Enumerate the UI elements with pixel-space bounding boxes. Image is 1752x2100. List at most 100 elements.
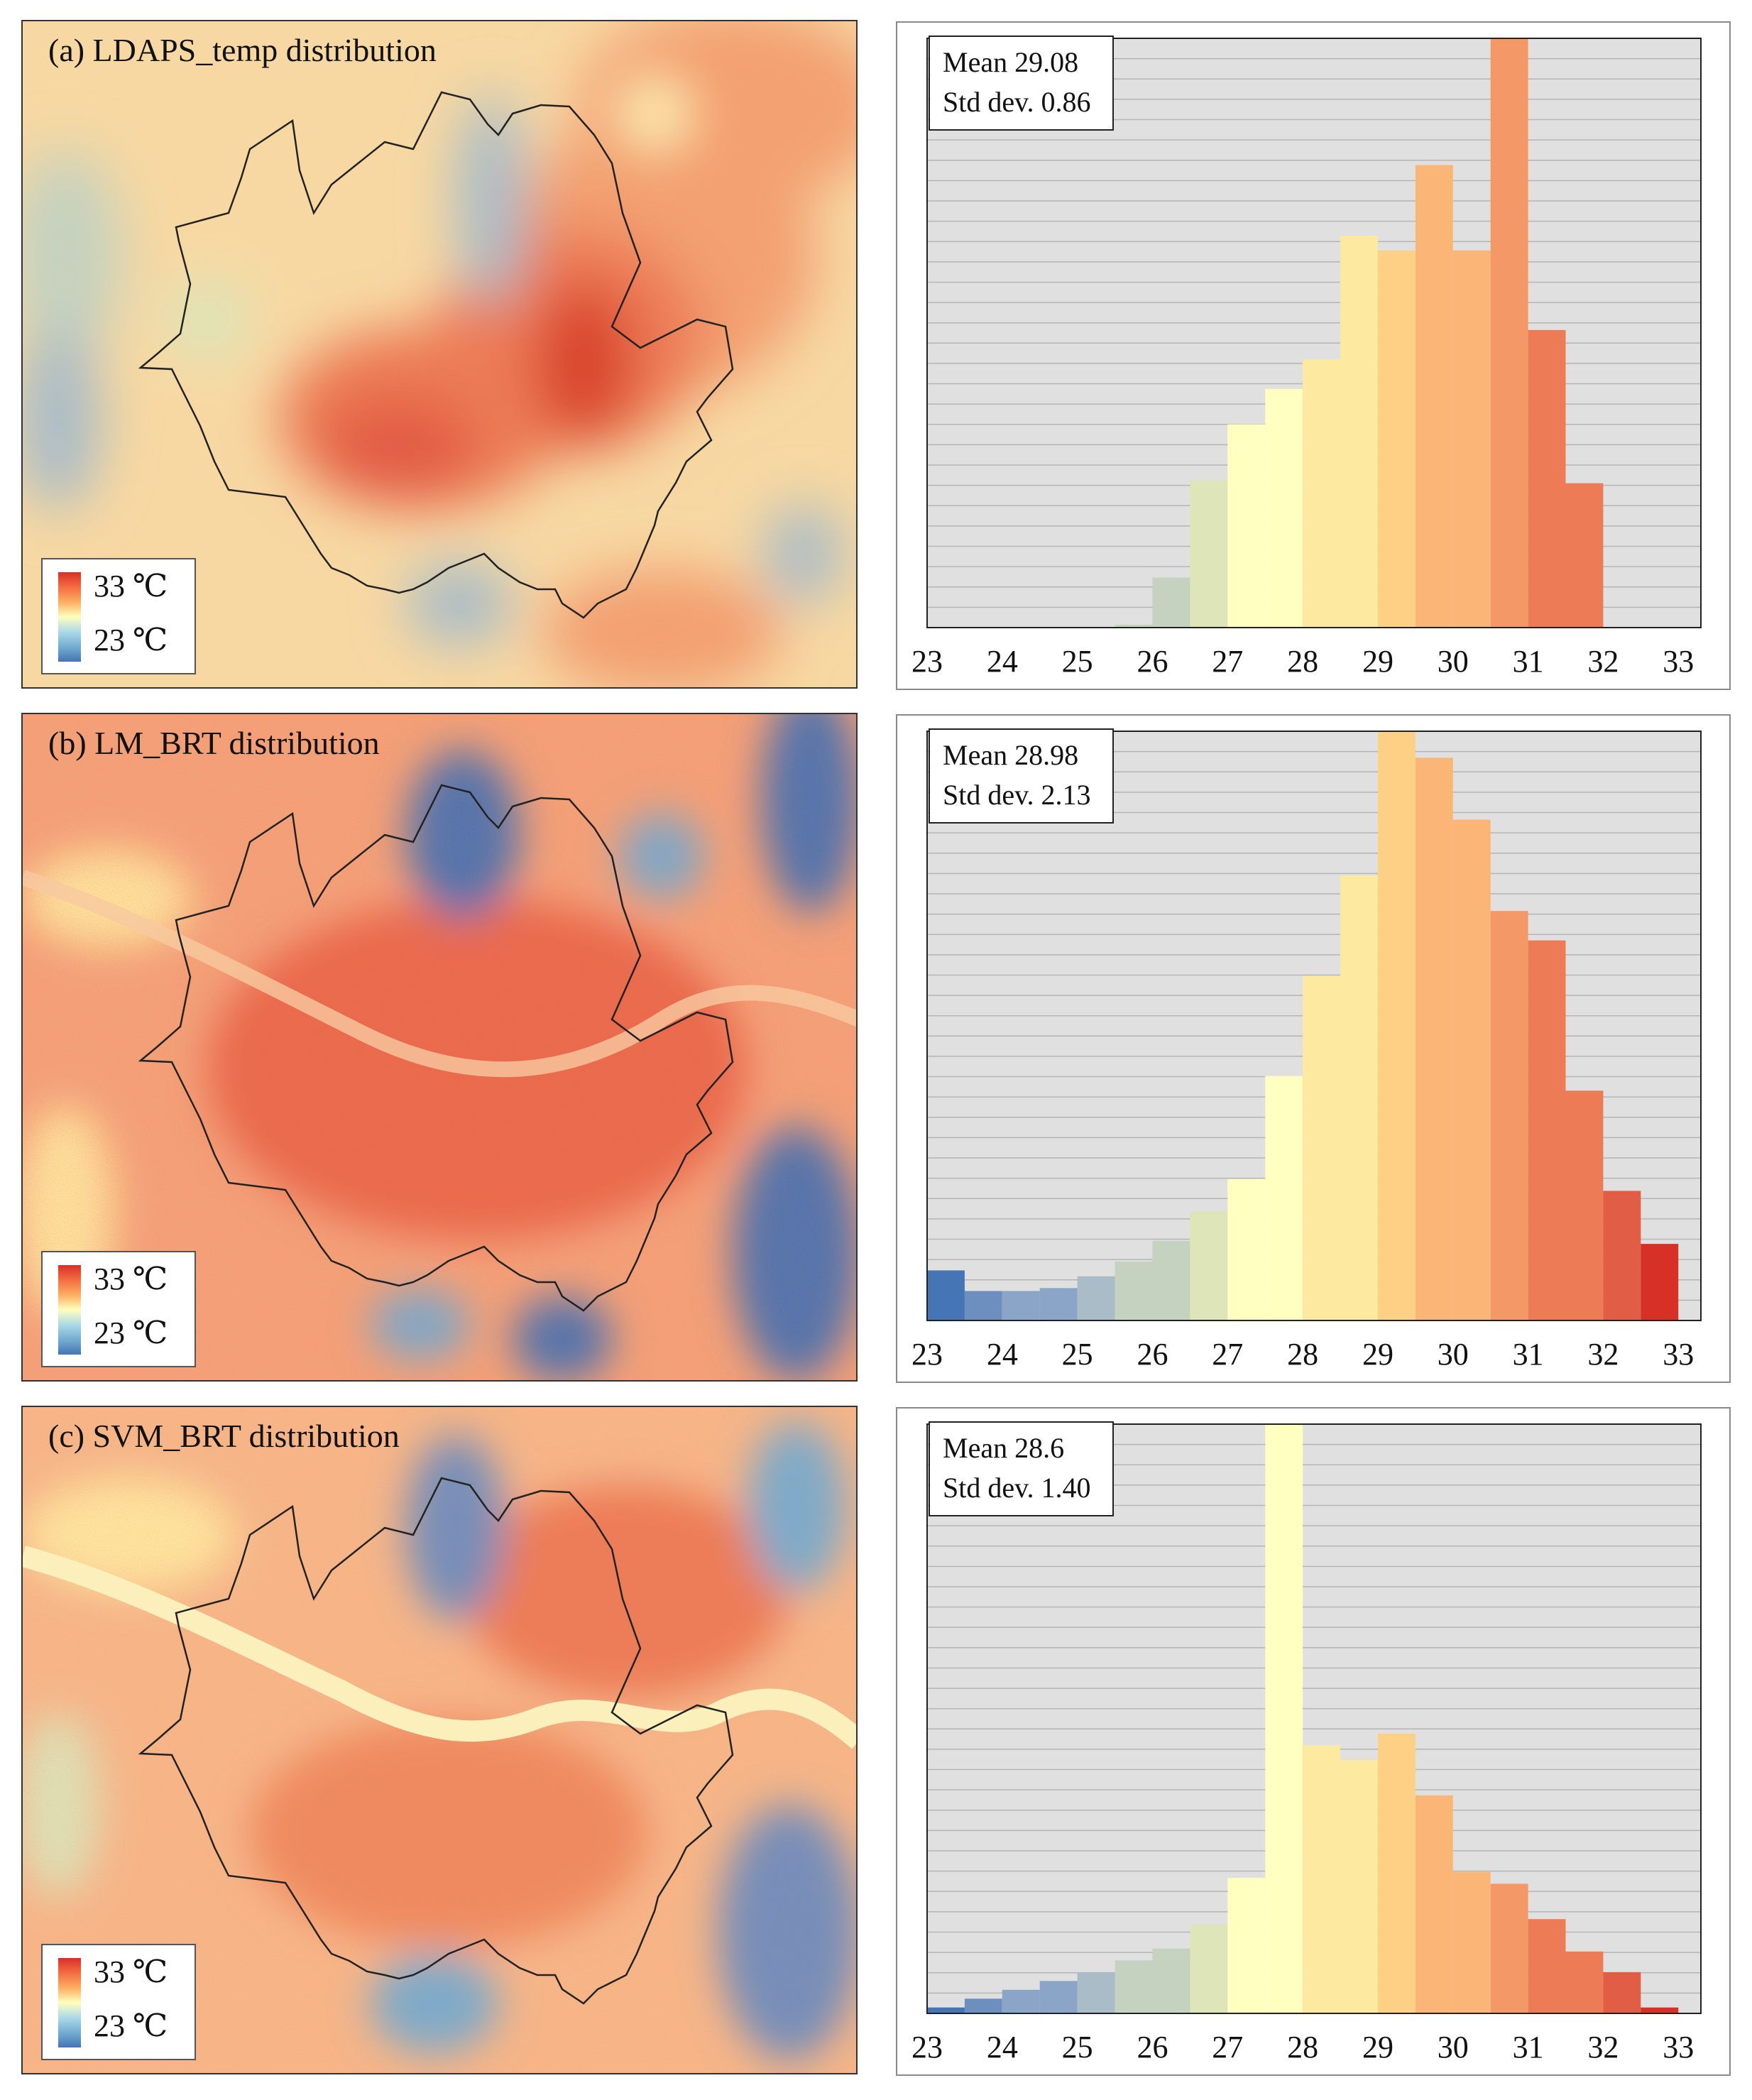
x-tick-label: 31 — [1513, 1337, 1544, 1372]
histogram-bar — [1565, 1090, 1604, 1320]
histogram-bar — [964, 1291, 1002, 1320]
histogram-bar — [1528, 1919, 1566, 2013]
histogram-bar — [1227, 1878, 1266, 2013]
histogram-bar — [1077, 1276, 1115, 1320]
stats-box-b: Mean 28.98 Std dev. 2.13 — [929, 728, 1114, 824]
x-tick-label: 25 — [1062, 644, 1093, 679]
plot-frame — [926, 1423, 1702, 2014]
histogram-bar — [1115, 1960, 1153, 2013]
histogram-bar — [1039, 1981, 1078, 2013]
histogram-bar — [1190, 1925, 1228, 2013]
color-legend-c: 33 ℃ 23 ℃ — [41, 1944, 196, 2060]
mean-label: Mean 29.08 — [943, 46, 1079, 78]
x-tick-label: 26 — [1137, 2030, 1168, 2065]
histogram-bar — [1115, 624, 1153, 628]
histogram-bar — [1415, 1795, 1453, 2013]
histogram-bar — [1303, 359, 1341, 628]
histogram-panel-b: 23 24 25 26 27 28 29 30 31 32 33 Mean 28.98 Std de… — [896, 714, 1731, 1383]
std-dev-label: Std dev. 1.40 — [943, 1472, 1091, 1504]
histogram-bar — [1452, 819, 1491, 1320]
x-tick-label: 29 — [1362, 1337, 1394, 1372]
histogram-bar — [927, 1270, 965, 1320]
x-tick-label: 29 — [1362, 2030, 1394, 2065]
std-dev-label: Std dev. 0.86 — [943, 86, 1091, 118]
histogram-bar — [1303, 975, 1341, 1320]
histogram-bar — [1303, 1745, 1341, 2013]
histogram-bar — [1152, 1240, 1190, 1320]
legend-high-label: 33 ℃ — [94, 1954, 168, 1989]
histogram-bar — [1415, 165, 1453, 628]
legend-color-ramp — [58, 1265, 81, 1355]
histogram-bar — [1265, 388, 1303, 628]
histogram-bar — [1039, 1288, 1078, 1320]
histogram-bar — [1415, 758, 1453, 1320]
x-tick-label: 23 — [911, 644, 943, 679]
mean-label: Mean 28.98 — [943, 739, 1079, 771]
map-title-c: (c) SVM_BRT distribution — [48, 1418, 400, 1454]
x-tick-label: 32 — [1587, 644, 1619, 679]
x-tick-label: 33 — [1663, 2030, 1694, 2065]
histogram-bar — [1227, 424, 1266, 628]
histogram-bar — [927, 2007, 965, 2013]
x-tick-label: 25 — [1062, 1337, 1093, 1372]
x-tick-label: 23 — [911, 1337, 943, 1372]
histogram-bar — [1565, 1951, 1604, 2013]
mean-label: Mean 28.6 — [943, 1432, 1065, 1464]
x-tick-label: 30 — [1438, 644, 1469, 679]
legend-color-ramp — [58, 572, 81, 662]
map-title-a: (a) LDAPS_temp distribution — [48, 32, 437, 68]
x-tick-label: 30 — [1438, 2030, 1469, 2065]
histogram-a-plot: 23 24 25 26 27 28 29 30 31 32 33 — [911, 38, 1702, 679]
x-tick-label: 23 — [911, 2030, 943, 2065]
histogram-bar — [1490, 38, 1528, 628]
map-panel-b: (b) LM_BRT distribution 33 ℃ 23 ℃ — [21, 713, 858, 1382]
x-tick-label: 32 — [1587, 2030, 1619, 2065]
histogram-bar — [1377, 1733, 1416, 2013]
x-tick-label: 27 — [1212, 2030, 1243, 2065]
plot-frame — [926, 38, 1702, 628]
histogram-bar — [1490, 911, 1528, 1320]
map-panel-a: (a) LDAPS_temp distribution 33 ℃ 23 ℃ — [21, 20, 858, 689]
histogram-bar — [1565, 483, 1604, 628]
plot-frame — [926, 731, 1702, 1321]
histogram-bar — [1152, 577, 1190, 628]
histogram-bar — [1077, 1972, 1115, 2013]
histogram-bar — [1528, 940, 1566, 1320]
histogram-bar — [1002, 1291, 1040, 1320]
histogram-bar — [1115, 1262, 1153, 1320]
histogram-bar — [1641, 2007, 1679, 2013]
histogram-bar — [1227, 1178, 1266, 1320]
legend-low-label: 23 ℃ — [94, 623, 168, 657]
histogram-c-plot: 23 24 25 26 27 28 29 30 31 32 33 — [911, 1423, 1702, 2065]
histogram-bar — [1340, 236, 1378, 628]
x-tick-label: 33 — [1663, 1337, 1694, 1372]
x-tick-label: 32 — [1587, 1337, 1619, 1372]
x-tick-label: 24 — [987, 1337, 1018, 1372]
histogram-bar — [1641, 1244, 1679, 1320]
legend-color-ramp — [58, 1958, 81, 2047]
histogram-panel-a: 23 24 25 26 27 28 29 30 31 32 33 Mean 29.08 Std de… — [896, 21, 1731, 690]
legend-high-label: 33 ℃ — [94, 1262, 168, 1296]
x-tick-label: 31 — [1513, 2030, 1544, 2065]
x-tick-label: 30 — [1438, 1337, 1469, 1372]
histogram-bar — [1002, 1989, 1040, 2013]
map-a-raster — [23, 21, 856, 687]
x-tick-label: 28 — [1287, 644, 1318, 679]
x-tick-label: 27 — [1212, 1337, 1243, 1372]
histogram-bar — [1603, 1191, 1641, 1320]
histogram-bar — [1603, 1972, 1641, 2013]
x-tick-label: 33 — [1663, 644, 1694, 679]
color-legend-a: 33 ℃ 23 ℃ — [41, 558, 196, 674]
std-dev-label: Std dev. 2.13 — [943, 779, 1091, 811]
histogram-b-plot: 23 24 25 26 27 28 29 30 31 32 33 — [911, 731, 1702, 1372]
histogram-bar — [1190, 480, 1228, 628]
histogram-bar — [1265, 1424, 1303, 2013]
histogram-bar — [1265, 1076, 1303, 1320]
histogram-panel-c: 23 24 25 26 27 28 29 30 31 32 33 Mean 28.6 Std dev… — [896, 1407, 1731, 2076]
x-tick-label: 26 — [1137, 1337, 1168, 1372]
legend-high-label: 33 ℃ — [94, 569, 168, 603]
x-tick-label: 24 — [987, 2030, 1018, 2065]
histogram-bar — [1490, 1883, 1528, 2013]
histogram-bar — [964, 1998, 1002, 2013]
x-tick-label: 28 — [1287, 2030, 1318, 2065]
